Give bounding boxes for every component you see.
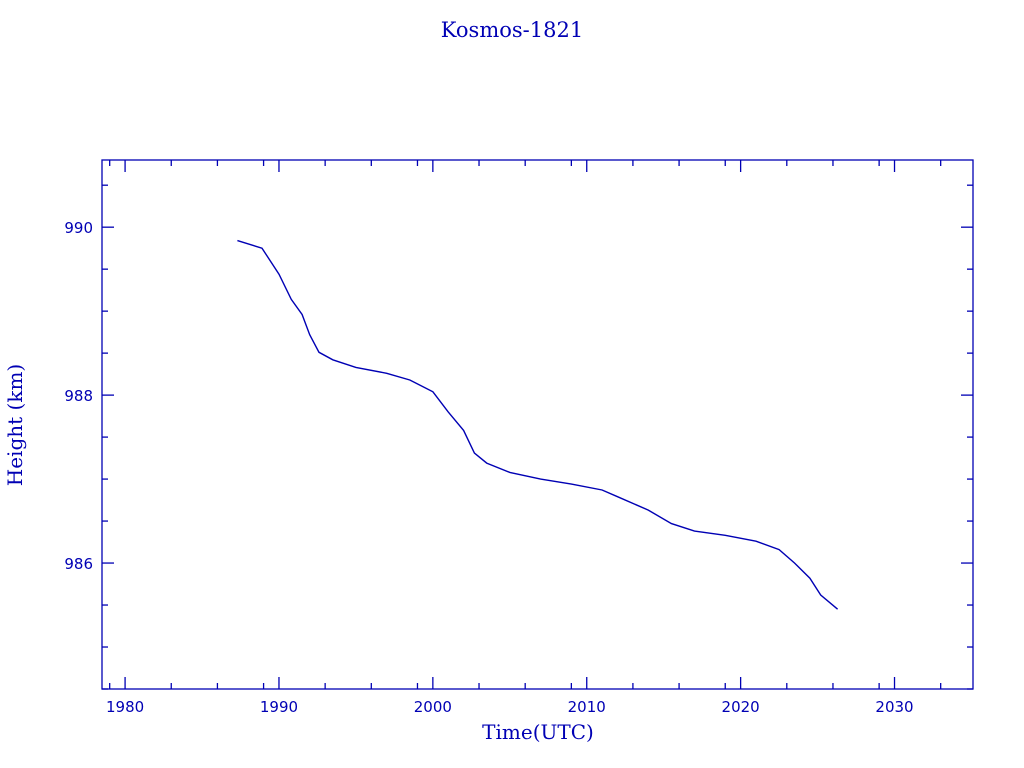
x-axis-label: Time(UTC): [482, 720, 594, 744]
x-tick-label: 1990: [260, 698, 298, 716]
height-series-line: [237, 239, 839, 610]
chart-title: Kosmos-1821: [441, 18, 583, 42]
x-tick-label: 2010: [568, 698, 606, 716]
y-tick-label: 988: [64, 387, 93, 405]
x-tick-label: 1980: [106, 698, 144, 716]
y-tick-label: 986: [64, 555, 93, 573]
y-tick-label: 990: [64, 219, 93, 237]
x-tick-label: 2020: [722, 698, 760, 716]
x-tick-label: 2030: [875, 698, 913, 716]
x-tick-label: 2000: [414, 698, 452, 716]
plot-frame: [101, 159, 974, 690]
y-axis-label: Height (km): [3, 364, 27, 486]
